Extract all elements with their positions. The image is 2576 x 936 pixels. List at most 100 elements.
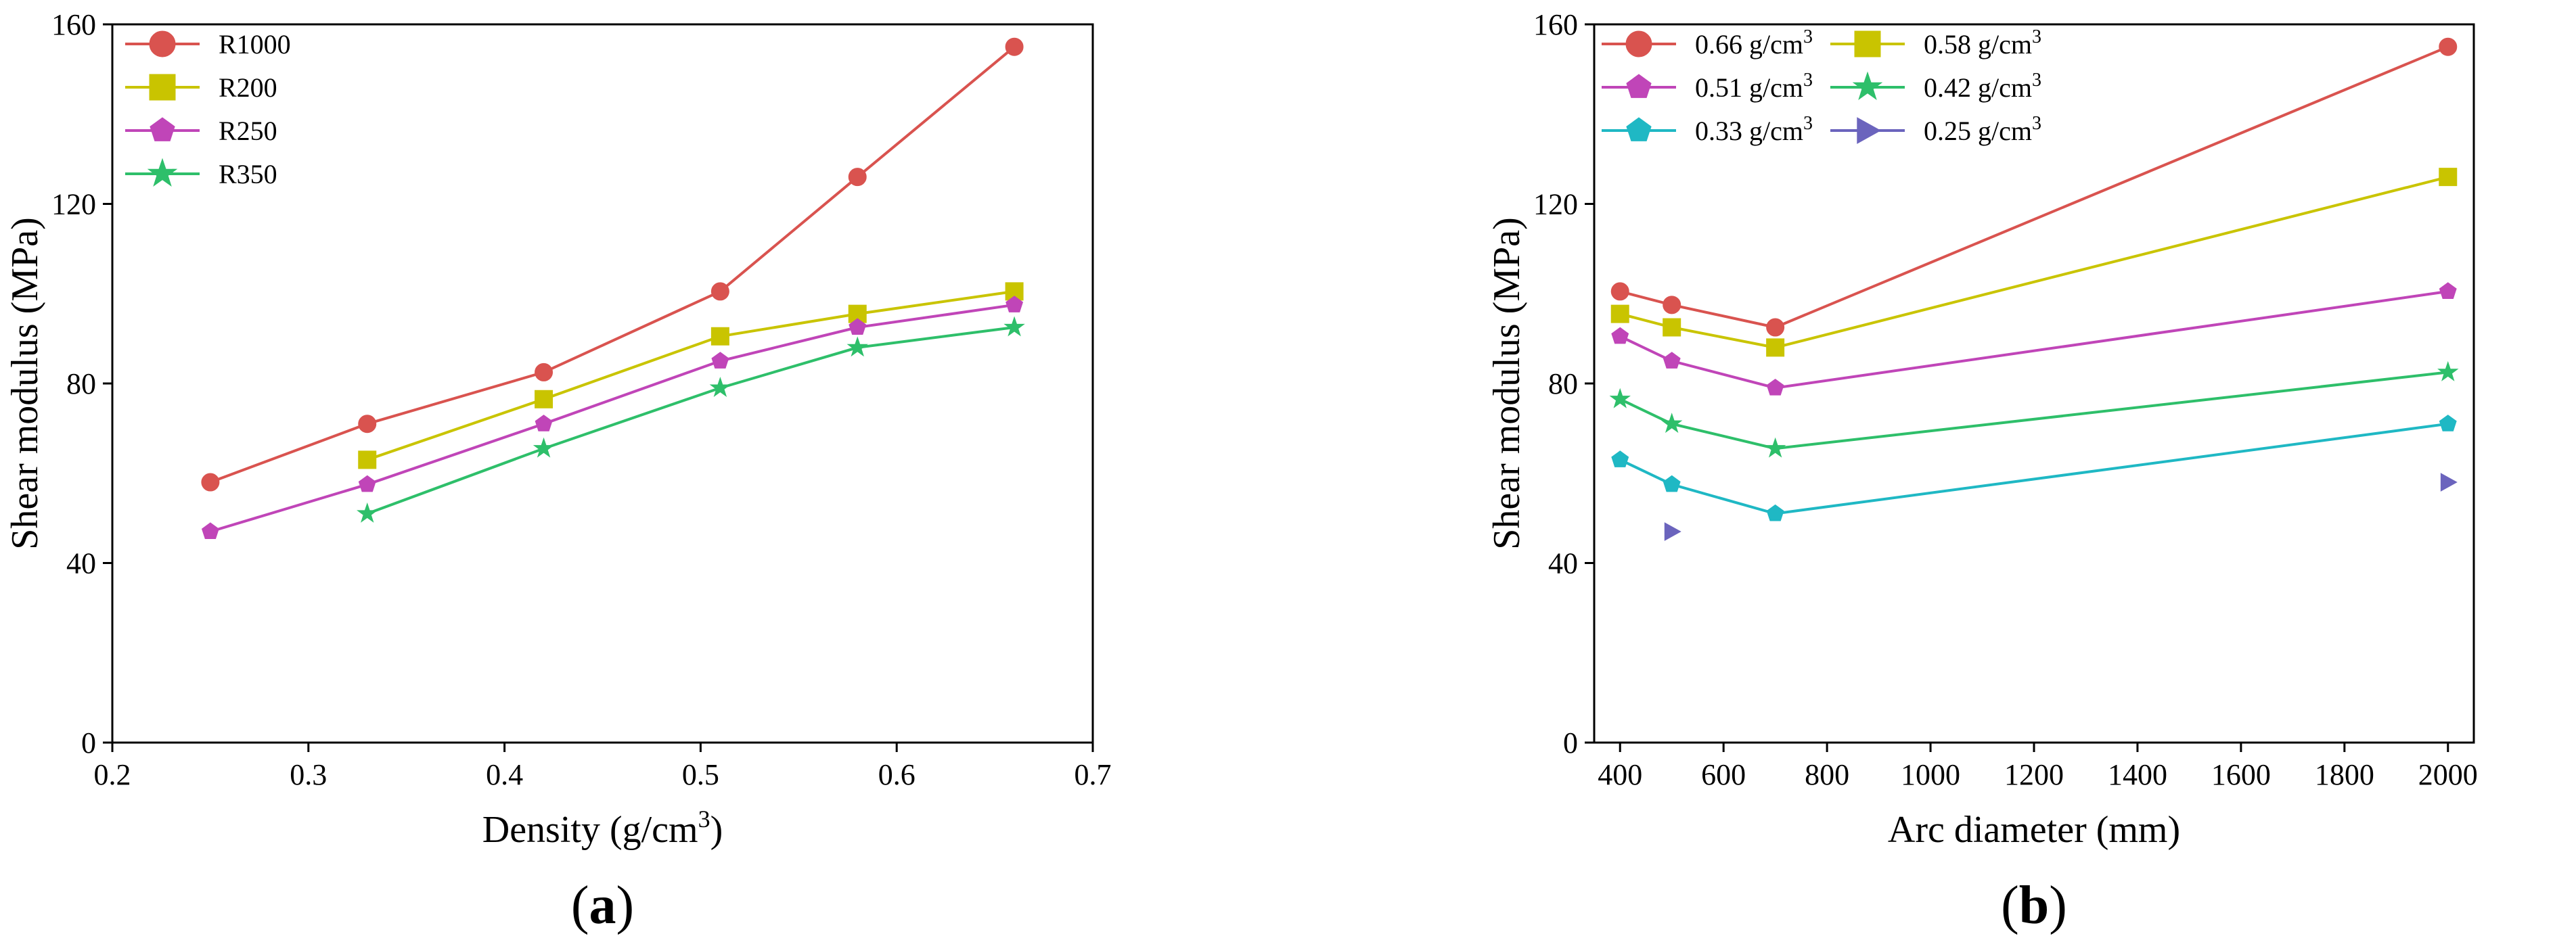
x-tick-label-a-3: 0.5 [682, 758, 719, 791]
x-tick-label-b-1: 600 [1701, 758, 1746, 791]
data-point-a-2-0 [201, 522, 219, 540]
series-b-0 [1610, 37, 2458, 337]
data-point-b-2-1 [1663, 352, 1681, 369]
data-point-b-4-0 [1611, 450, 1629, 467]
x-tick-label-b-8: 2000 [2418, 758, 2478, 791]
data-point-a-2-5 [1005, 296, 1024, 312]
series-line-a-3 [367, 326, 1015, 515]
legend-marker-b-4 [1626, 117, 1652, 141]
data-point-b-3-3 [2437, 360, 2459, 381]
x-axis-title-b: Arc diameter (mm) [1888, 809, 2180, 851]
data-point-b-0-2 [1766, 318, 1785, 337]
chart-panel-b: 400 600 800 1000 1200 1400 1600 1800 2000 0 40 80 12… [1486, 8, 2478, 935]
data-point-a-0-4 [848, 168, 867, 187]
data-point-a-0-2 [535, 362, 553, 381]
data-point-a-2-1 [358, 475, 376, 492]
data-point-b-3-0 [1609, 388, 1631, 408]
x-axis-title-a: Density (g/cm3) [482, 805, 723, 851]
x-tick-label-a-5: 0.7 [1075, 758, 1112, 791]
legend-label-a-3: R350 [219, 159, 277, 189]
y-tick-label-b-1: 40 [1548, 547, 1578, 580]
data-point-b-2-2 [1766, 379, 1784, 396]
data-point-b-5-0 [1664, 522, 1681, 541]
data-point-a-3-1 [533, 437, 555, 458]
legend-marker-b-0 [1625, 30, 1652, 57]
panel-label-b: (b) [2001, 876, 2067, 935]
y-axis-title-a: Shear modulus (MPa) [4, 217, 46, 550]
y-tick-label-b-4: 160 [1533, 8, 1578, 41]
y-tick-label-b-3: 120 [1533, 188, 1578, 221]
data-point-b-3-2 [1764, 437, 1786, 458]
legend-marker-a-0 [149, 30, 176, 57]
y-tick-label-a-2: 80 [66, 367, 96, 400]
legend-label-a-1: R200 [219, 72, 277, 103]
data-point-b-0-0 [1610, 282, 1629, 301]
data-point-b-5-1 [2440, 473, 2458, 492]
legend-label-b-3: 0.42 g/cm3 [1924, 70, 2041, 103]
series-line-b-0 [1619, 45, 2449, 329]
data-point-b-1-1 [1663, 318, 1681, 337]
data-point-b-1-0 [1610, 304, 1629, 323]
series-line-b-2 [1619, 289, 2449, 390]
legend-label-b-5: 0.25 g/cm3 [1924, 113, 2041, 146]
data-point-b-0-3 [2439, 37, 2458, 56]
series-line-b-4 [1619, 422, 2449, 515]
series-line-a-1 [367, 289, 1015, 461]
series-line-b-3 [1619, 371, 2449, 450]
data-point-a-1-4 [1005, 282, 1024, 301]
data-point-a-2-2 [535, 415, 553, 431]
legend-b: 0.66 g/cm3 0.58 g/cm3 0.51 g/cm3 0.42 g/cm3… [1602, 26, 2041, 146]
legend-label-b-4: 0.33 g/cm3 [1695, 113, 1813, 146]
data-point-b-4-1 [1663, 475, 1681, 492]
series-a-0 [201, 37, 1024, 492]
x-tick-label-b-3: 1000 [1901, 758, 1960, 791]
y-tick-label-a-1: 40 [66, 547, 96, 580]
data-point-a-3-0 [357, 502, 378, 523]
data-point-b-4-2 [1766, 504, 1784, 521]
series-a-2 [201, 296, 1024, 540]
data-point-a-2-4 [849, 318, 867, 335]
x-tick-label-b-4: 1200 [2004, 758, 2064, 791]
x-tick-label-b-7: 1800 [2315, 758, 2374, 791]
data-point-b-2-3 [2439, 282, 2457, 299]
legend-marker-b-3 [1852, 71, 1883, 100]
chart-panel-a: 0.2 0.3 0.4 0.5 0.6 0.7 0 40 80 120 160 Density (g/… [4, 8, 1112, 935]
series-line-b-1 [1619, 175, 2449, 349]
series-b-2 [1611, 282, 2457, 396]
x-tick-label-a-2: 0.4 [486, 758, 523, 791]
y-tick-label-b-2: 80 [1548, 367, 1578, 400]
series-b-1 [1610, 168, 2458, 357]
data-point-b-3-1 [1661, 413, 1683, 434]
data-point-a-3-4 [1003, 316, 1025, 337]
data-point-a-0-3 [710, 282, 729, 301]
data-point-b-0-1 [1663, 296, 1681, 314]
data-point-b-2-0 [1611, 327, 1629, 344]
series-line-a-2 [210, 303, 1015, 533]
data-point-b-1-3 [2439, 168, 2458, 187]
legend-label-a-0: R1000 [219, 29, 291, 60]
data-point-a-1-0 [358, 450, 377, 469]
y-tick-label-a-0: 0 [81, 726, 96, 759]
data-point-a-2-3 [711, 352, 729, 369]
legend-marker-b-1 [1854, 30, 1881, 57]
legend-label-b-1: 0.58 g/cm3 [1924, 26, 2041, 60]
data-point-a-1-1 [535, 390, 553, 408]
y-tick-label-b-0: 0 [1563, 726, 1578, 759]
legend-label-a-2: R250 [219, 116, 277, 146]
legend-marker-b-5 [1857, 117, 1882, 144]
series-a-1 [358, 282, 1024, 469]
legend-marker-a-3 [147, 158, 178, 187]
panel-label-a: (a) [571, 876, 634, 935]
data-point-b-1-2 [1766, 338, 1785, 357]
series-b-5 [1664, 473, 2458, 541]
data-point-b-4-3 [2439, 415, 2457, 431]
data-point-a-3-3 [846, 336, 868, 357]
legend-a: R1000 R200 R250 R350 [125, 29, 291, 189]
x-tick-label-b-6: 1600 [2211, 758, 2271, 791]
series-b-3 [1609, 360, 2459, 458]
series-b-4 [1611, 415, 2457, 521]
x-tick-label-a-0: 0.2 [94, 758, 131, 791]
y-tick-label-a-3: 120 [51, 188, 96, 221]
legend-marker-a-1 [149, 74, 176, 101]
series-line-a-0 [210, 45, 1016, 484]
